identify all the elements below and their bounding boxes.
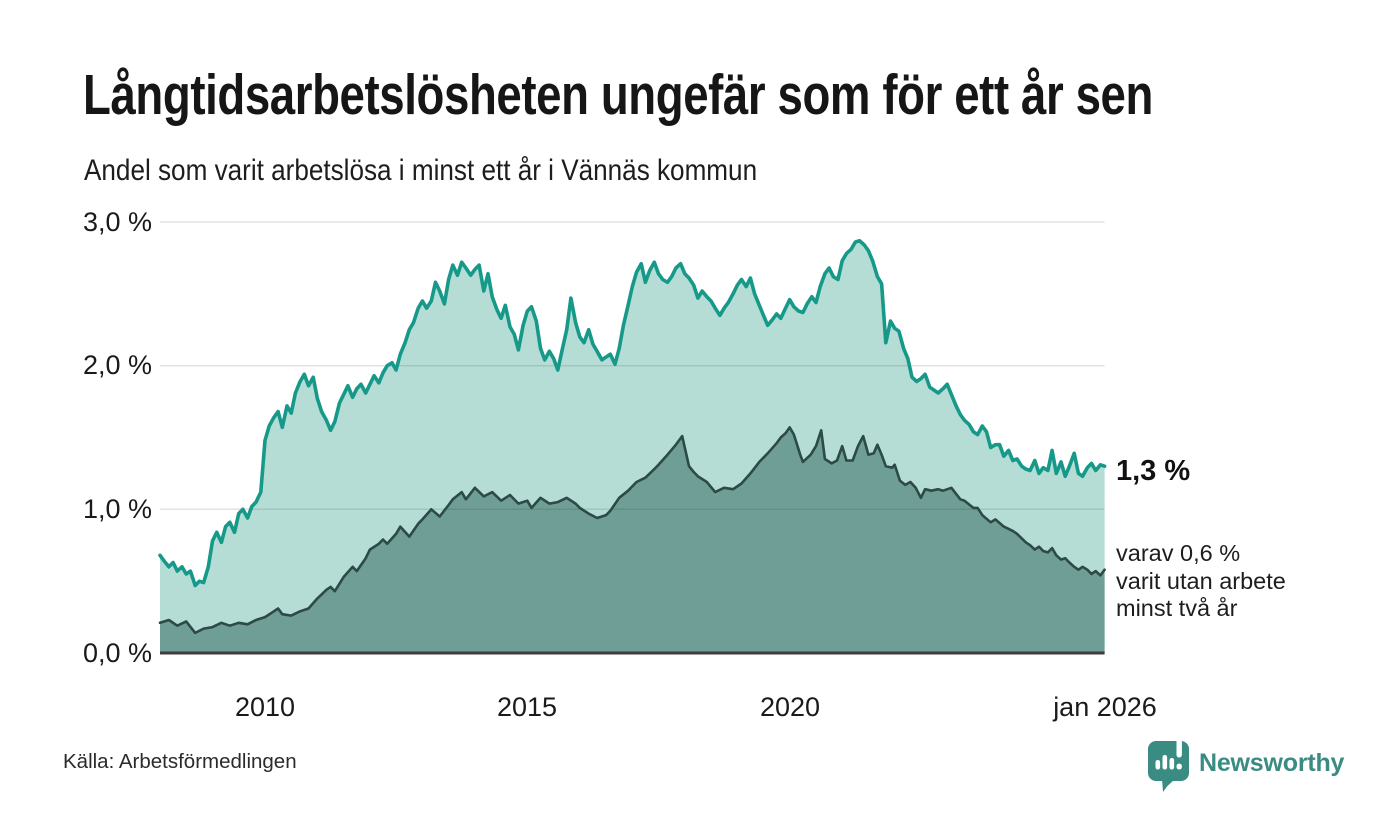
area-fill-two-years [160,427,1105,653]
secondary-annotation: varav 0,6 % varit utan arbete minst två … [1116,540,1286,623]
secondary-annotation-line-2: varit utan arbete [1116,567,1286,594]
x-tick-label-jan-2026: jan 2026 [1053,692,1157,722]
x-tick-label-2010: 2010 [234,692,296,722]
line-two-years [158,426,1106,635]
newsworthy-logo-text: Newsworthy [1199,749,1345,777]
gridlines [160,221,1105,511]
line-total [158,238,1107,588]
y-tick-label-3: 3,0 % [82,207,152,237]
y-tick-label-2: 2,0 % [82,350,152,380]
page-title: Långtidsarbetslösheten ungefär som för e… [83,63,1153,127]
chart-subtitle: Andel som varit arbetslösa i minst ett å… [84,154,758,187]
y-tick-label-1: 1,0 % [82,494,152,524]
x-tick-label-2015: 2015 [496,692,558,722]
end-value-annotation: 1,3 % [1116,455,1191,487]
y-tick-label-0: 0,0 % [82,638,152,668]
secondary-annotation-line-1: varav 0,6 % [1116,540,1241,566]
source-credit: Källa: Arbetsförmedlingen [63,750,297,773]
secondary-annotation-line-3: minst två år [1116,595,1238,621]
newsworthy-logo-icon [1148,738,1189,792]
x-tick-label-2020: 2020 [759,692,821,722]
